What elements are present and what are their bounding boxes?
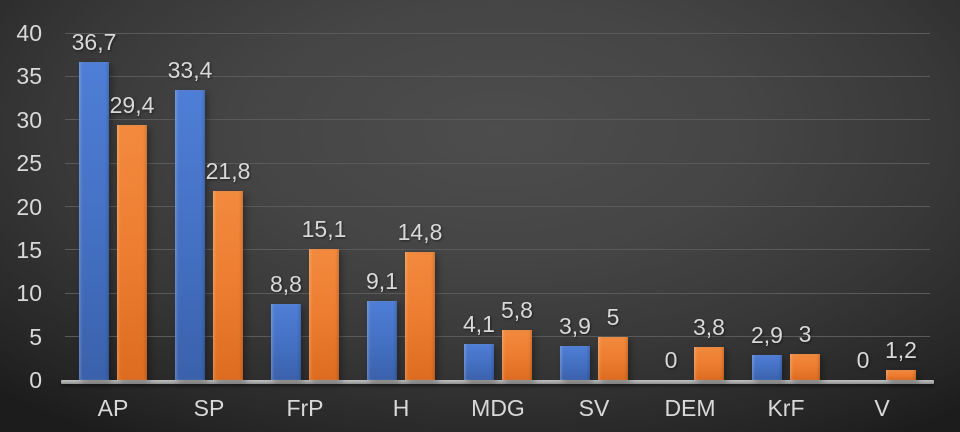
y-axis-tick-label-15: 15 [16, 236, 42, 263]
value-label-series-blue-V: 0 [856, 347, 870, 373]
category-label-MDG: MDG [471, 395, 525, 421]
value-label-series-blue-SV: 3,9 [559, 313, 591, 339]
bar-series-orange-AP [117, 125, 147, 380]
gridline-30 [65, 119, 930, 121]
y-axis-tick-label-40: 40 [16, 20, 42, 46]
value-label-series-orange-SV: 5 [606, 304, 620, 330]
bar-series-blue-FrP [271, 304, 301, 380]
bar-series-orange-SP [213, 191, 243, 380]
y-axis-tick-label-30: 30 [16, 106, 42, 133]
category-label-H: H [392, 395, 410, 421]
category-label-SV: SV [578, 395, 610, 421]
y-axis-tick-label-0: 0 [29, 367, 42, 393]
bar-series-orange-KrF [790, 354, 820, 380]
y-axis-tick-label-20: 20 [16, 193, 42, 220]
gridline-5 [65, 336, 930, 338]
gridline-15 [65, 249, 930, 251]
category-label-SP: SP [193, 395, 225, 421]
value-label-series-blue-FrP: 8,8 [270, 271, 302, 297]
gridline-35 [65, 75, 930, 77]
gridline-40 [65, 32, 930, 34]
bar-series-orange-MDG [502, 330, 532, 380]
value-label-series-orange-KrF: 3 [798, 321, 812, 347]
value-label-series-orange-SP: 21,8 [205, 158, 251, 184]
value-label-series-orange-FrP: 15,1 [301, 216, 347, 242]
bar-series-orange-V [886, 370, 916, 380]
category-label-DEM: DEM [664, 395, 716, 421]
value-label-series-orange-V: 1,2 [885, 337, 917, 363]
gridline-20 [65, 206, 930, 207]
value-label-series-blue-AP: 36,7 [71, 29, 117, 55]
category-label-FrP: FrP [286, 395, 324, 421]
bar-series-blue-MDG [464, 344, 494, 380]
category-label-KrF: KrF [767, 395, 805, 421]
category-label-AP: AP [97, 395, 129, 421]
value-label-series-orange-MDG: 5,8 [501, 297, 533, 323]
value-label-series-blue-H: 9,1 [366, 268, 398, 294]
bar-series-blue-SP [175, 90, 205, 380]
bar-series-orange-H [405, 252, 435, 380]
bar-series-orange-DEM [694, 347, 724, 380]
value-label-series-blue-MDG: 4,1 [463, 311, 495, 337]
y-axis-tick-label-25: 25 [16, 150, 42, 177]
value-label-series-blue-KrF: 2,9 [751, 322, 783, 348]
bar-series-orange-FrP [309, 249, 339, 380]
gridline-25 [65, 162, 930, 164]
value-label-series-blue-SP: 33,4 [167, 57, 213, 83]
gridline-10 [65, 292, 930, 294]
value-label-series-orange-AP: 29,4 [109, 92, 155, 118]
value-label-series-blue-DEM: 0 [664, 347, 678, 373]
value-label-series-orange-H: 14,8 [397, 219, 443, 245]
x-axis-line [61, 380, 934, 384]
category-label-V: V [874, 395, 890, 421]
bar-series-blue-AP [79, 62, 109, 380]
y-axis-tick-label-10: 10 [16, 280, 42, 307]
bar-series-blue-H [367, 301, 397, 380]
bar-series-blue-SV [560, 346, 590, 380]
bar-series-orange-SV [598, 337, 628, 380]
y-axis-tick-label-5: 5 [29, 323, 42, 350]
y-axis-tick-label-35: 35 [16, 63, 42, 90]
value-label-series-orange-DEM: 3,8 [693, 314, 725, 340]
bar-series-blue-KrF [752, 355, 782, 380]
